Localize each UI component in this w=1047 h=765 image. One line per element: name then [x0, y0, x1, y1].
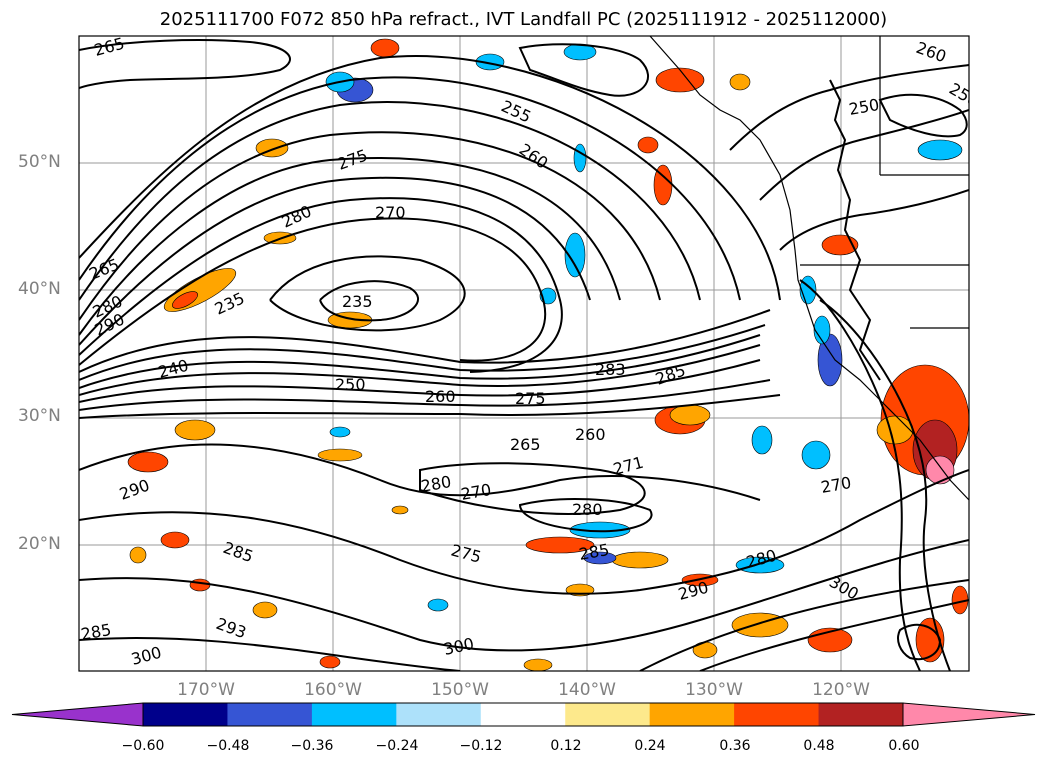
map-title: 2025111700 F072 850 hPa refract., IVT La… [159, 9, 888, 30]
lat-label-40n: 40°N [18, 279, 61, 299]
colorbar-extend-min [11, 702, 144, 727]
colorbar-frame [142, 702, 904, 727]
contour-label: 260 [425, 387, 456, 406]
colorbar-segment [311, 703, 397, 726]
colorbar-segment [734, 703, 820, 726]
lat-label-30n: 30°N [18, 406, 61, 426]
colorbar-tick-label: 0.60 [888, 738, 920, 754]
contour-label: 265 [510, 435, 541, 454]
colorbar-tick-label: −0.24 [375, 738, 419, 754]
contour-label: 280 [572, 500, 603, 519]
lon-label-170w: 170°W [177, 680, 235, 700]
colorbar-tick-label: 0.12 [550, 738, 582, 754]
lon-label-120w: 120°W [812, 680, 870, 700]
lon-label-130w: 130°W [685, 680, 743, 700]
contour-label: 275 [515, 389, 546, 408]
colorbar-segment [227, 703, 313, 726]
lat-label-20n: 20°N [18, 534, 61, 554]
lon-label-160w: 160°W [304, 680, 362, 700]
colorbar-tick-label: −0.60 [121, 738, 165, 754]
colorbar-segments [11, 702, 1036, 727]
colorbar-segment [649, 703, 735, 726]
colorbar-extend-max [902, 702, 1036, 727]
contour-label: 260 [575, 425, 606, 444]
contour-label: 270 [375, 203, 406, 222]
colorbar-segment [143, 703, 228, 726]
contour-label: 235 [342, 292, 373, 311]
colorbar-tick-label: 0.36 [719, 738, 751, 754]
lon-label-140w: 140°W [558, 680, 616, 700]
colorbar-tick-label: −0.12 [459, 738, 503, 754]
refractivity-contours [79, 39, 969, 671]
lat-label-50n: 50°N [18, 152, 61, 172]
contour-label: 250 [335, 375, 366, 394]
map-frame [78, 35, 970, 672]
coastline [649, 36, 969, 501]
colorbar-tick-label: 0.48 [803, 738, 835, 754]
colorbar-segment [818, 703, 904, 726]
colorbar-tick-label: 0.24 [634, 738, 666, 754]
shaded-anomaly-field [127, 38, 969, 671]
lon-label-150w: 150°W [431, 680, 489, 700]
colorbar-segment [565, 703, 651, 726]
colorbar-segment [396, 703, 482, 726]
colorbar-tick-label: −0.36 [290, 738, 334, 754]
contour-label: 283 [595, 360, 626, 379]
colorbar-tick-label: −0.48 [206, 738, 250, 754]
colorbar-segment [480, 703, 566, 726]
contour-label: 265 [92, 34, 126, 60]
